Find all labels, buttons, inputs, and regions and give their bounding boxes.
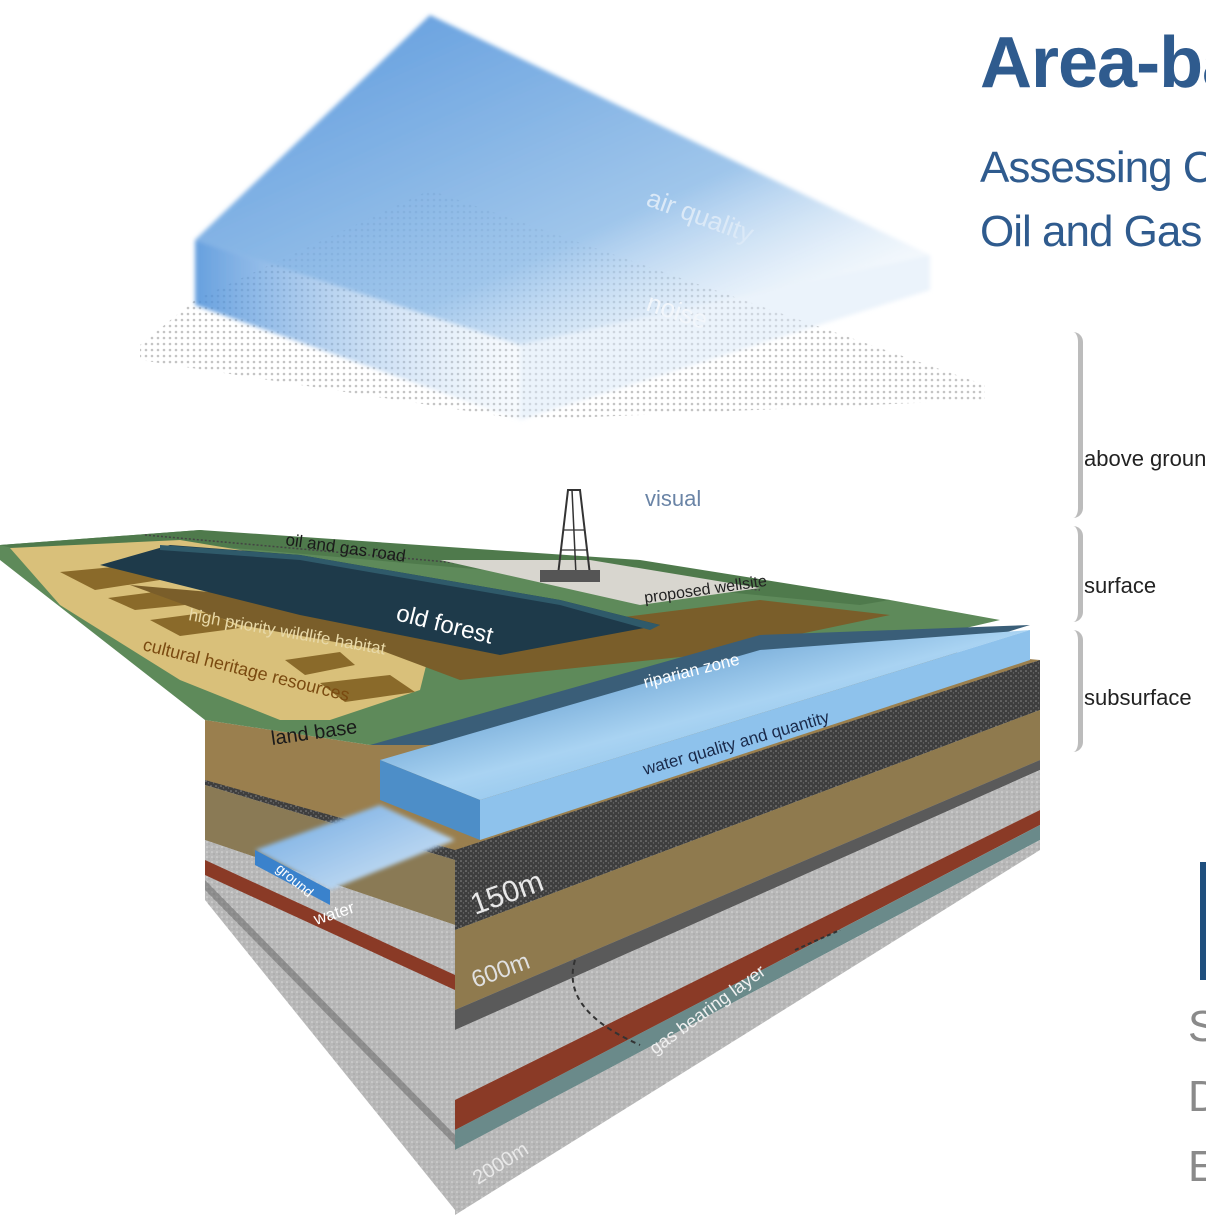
side-letter-s: S — [1188, 1002, 1206, 1051]
above-ground-bracket — [1052, 332, 1083, 518]
side-letter-e: E — [1188, 1142, 1206, 1191]
tier-above-ground: above ground — [1084, 446, 1206, 471]
ground-water — [255, 805, 455, 890]
parcel — [150, 612, 240, 636]
page-title: Area-ba — [980, 23, 1206, 103]
old-forest — [100, 545, 660, 655]
air-quality-slab — [195, 15, 930, 420]
tier-subsurface: subsurface — [1084, 685, 1192, 710]
wellsite-pad — [440, 560, 760, 605]
gas-path — [571, 959, 641, 1046]
parcel — [285, 652, 355, 675]
subtitle-line-2: Oil and Gas — [980, 207, 1202, 256]
subtitle-line-1: Assessing C — [980, 143, 1206, 192]
logo-bar — [1200, 862, 1206, 980]
side-letter-d: D — [1188, 1072, 1206, 1121]
visual-label: visual — [645, 486, 701, 511]
parcel — [320, 675, 415, 702]
surface-bracket — [1052, 526, 1083, 622]
water-quality-slab-top — [380, 630, 1030, 800]
drilling-rig-icon — [540, 489, 600, 582]
tier-surface: surface — [1084, 573, 1157, 598]
subsurface-bracket — [1052, 630, 1083, 752]
